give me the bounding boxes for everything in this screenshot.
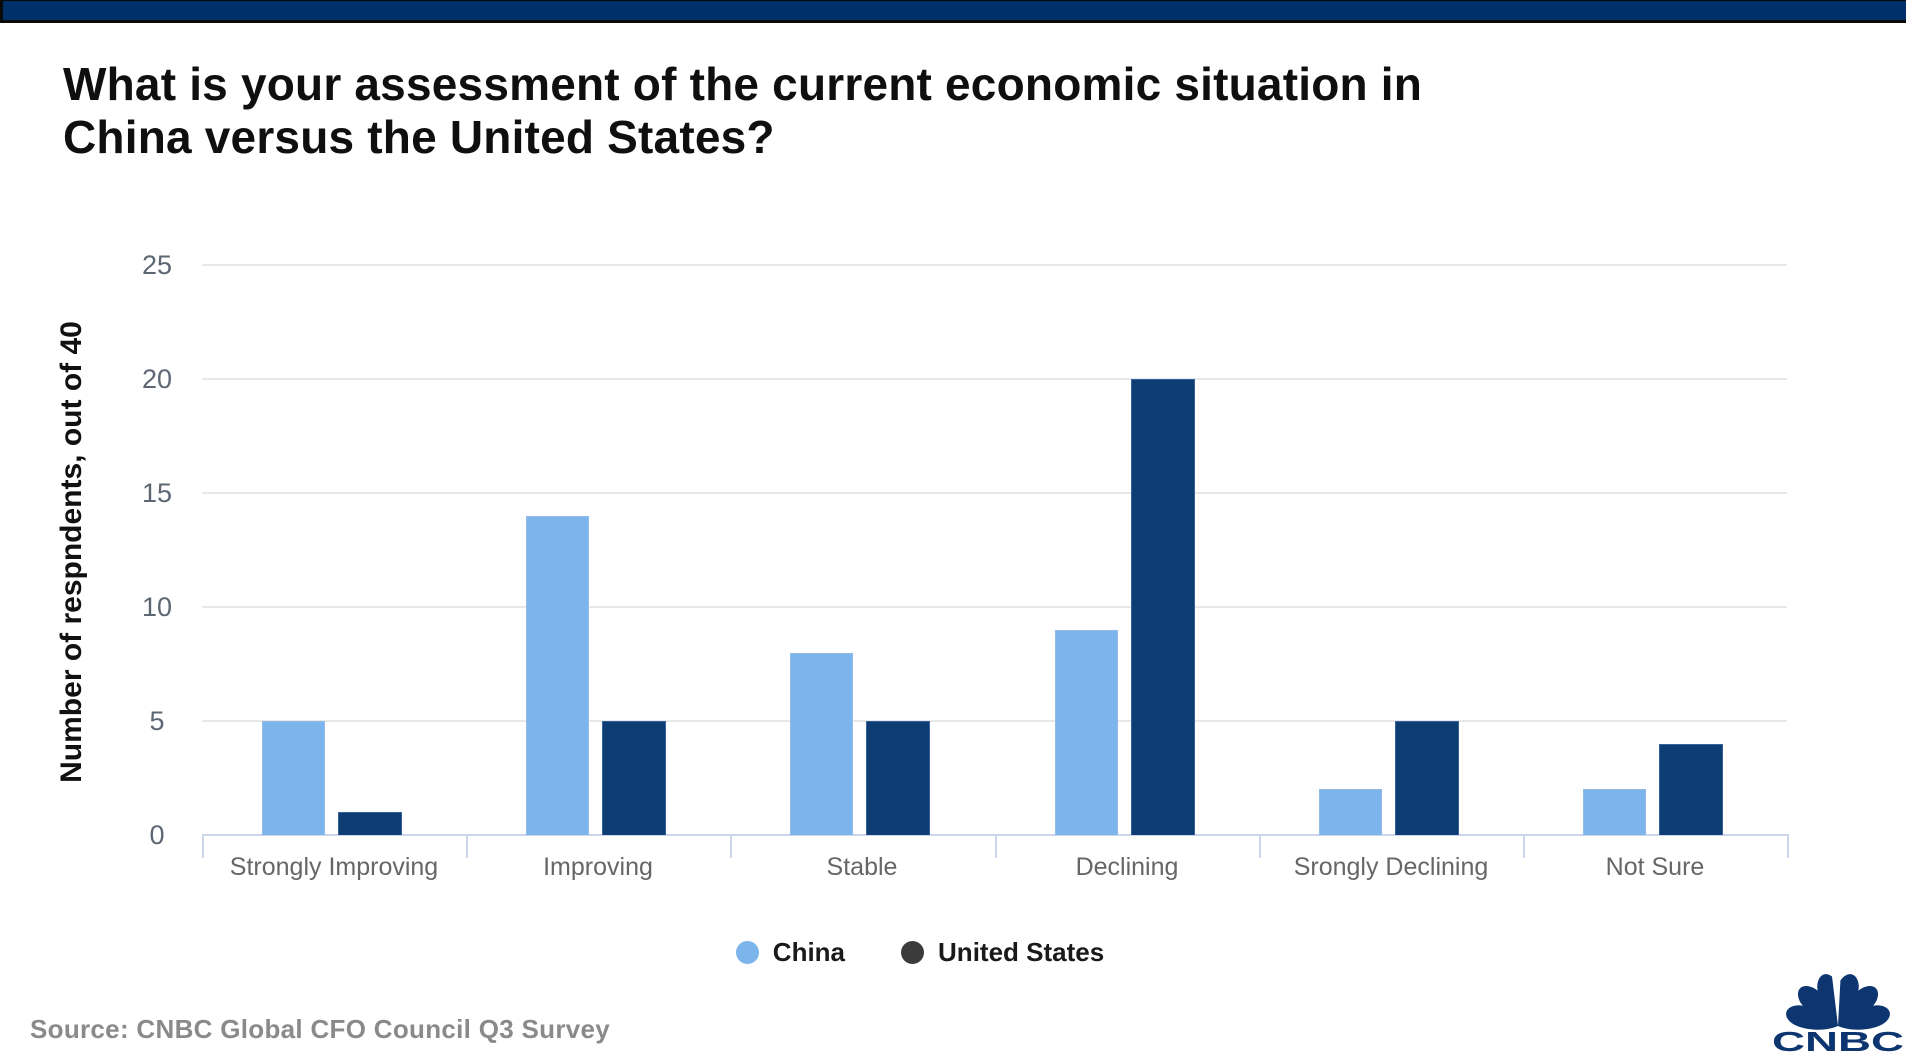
legend-item-china[interactable]: China: [735, 936, 846, 968]
x-axis-label-improving: Improving: [543, 853, 653, 881]
y-axis-tick-label-25: 25: [141, 250, 173, 280]
y-axis-tick-label-10: 10: [141, 592, 173, 622]
bar-united-states-strongly-improving[interactable]: [338, 812, 402, 835]
x-axis-tick: [730, 835, 732, 858]
bar-united-states-improving[interactable]: [602, 721, 666, 835]
peacock-icon: [1786, 964, 1890, 1030]
china-legend-marker: [735, 940, 759, 964]
y-axis-tick-label-5: 5: [149, 706, 165, 736]
x-axis-tick: [1787, 835, 1789, 858]
cnbc-logo-text: CNBC: [1772, 1026, 1904, 1052]
gridline-5: [202, 720, 1787, 722]
china-legend-label: China: [772, 936, 846, 967]
x-axis-label-strongly-improving: Strongly Improving: [229, 853, 439, 881]
bar-united-states-stable[interactable]: [866, 721, 930, 835]
y-axis-tick-label-15: 15: [141, 478, 173, 508]
y-axis-title: Number of respndents, out of 40: [55, 321, 88, 783]
x-axis-label-stable: Stable: [826, 853, 898, 881]
x-axis-label-srongly-declining: Srongly Declining: [1293, 853, 1489, 881]
x-axis-tick: [466, 835, 468, 858]
x-axis-tick: [202, 835, 204, 858]
x-axis-label-not-sure: Not Sure: [1605, 853, 1705, 881]
bar-china-declining[interactable]: [1055, 630, 1118, 835]
bar-united-states-srongly-declining[interactable]: [1395, 721, 1459, 835]
x-axis-tick: [1259, 835, 1261, 858]
bar-china-stable[interactable]: [790, 653, 853, 835]
x-axis-tick: [1523, 835, 1525, 858]
gridline-25: [202, 264, 1787, 266]
bar-china-improving[interactable]: [526, 516, 589, 835]
chart-question-title: What is your assessment of the current e…: [63, 58, 1423, 163]
bar-china-srongly-declining[interactable]: [1319, 789, 1382, 835]
united-states-legend-label: United States: [938, 936, 1105, 967]
x-axis-label-declining: Declining: [1075, 853, 1179, 881]
cnbc-logo: CNBC: [1772, 964, 1904, 1052]
header-bar: [0, 0, 1906, 23]
gridline-15: [202, 492, 1787, 494]
x-axis-tick: [995, 835, 997, 858]
gridline-10: [202, 606, 1787, 608]
bar-china-strongly-improving[interactable]: [262, 721, 325, 835]
bar-united-states-declining[interactable]: [1131, 379, 1195, 835]
y-axis-tick-label-0: 0: [149, 820, 165, 850]
y-axis-tick-label-20: 20: [141, 364, 173, 394]
source-credit: Source: CNBC Global CFO Council Q3 Surve…: [30, 1014, 611, 1044]
legend: China United States: [0, 930, 1840, 974]
legend-item-united-states[interactable]: United States: [901, 937, 1104, 968]
united-states-legend-marker: [901, 940, 925, 964]
gridline-20: [202, 378, 1787, 380]
bar-china-not-sure[interactable]: [1583, 789, 1646, 835]
bar-united-states-not-sure[interactable]: [1659, 744, 1723, 835]
